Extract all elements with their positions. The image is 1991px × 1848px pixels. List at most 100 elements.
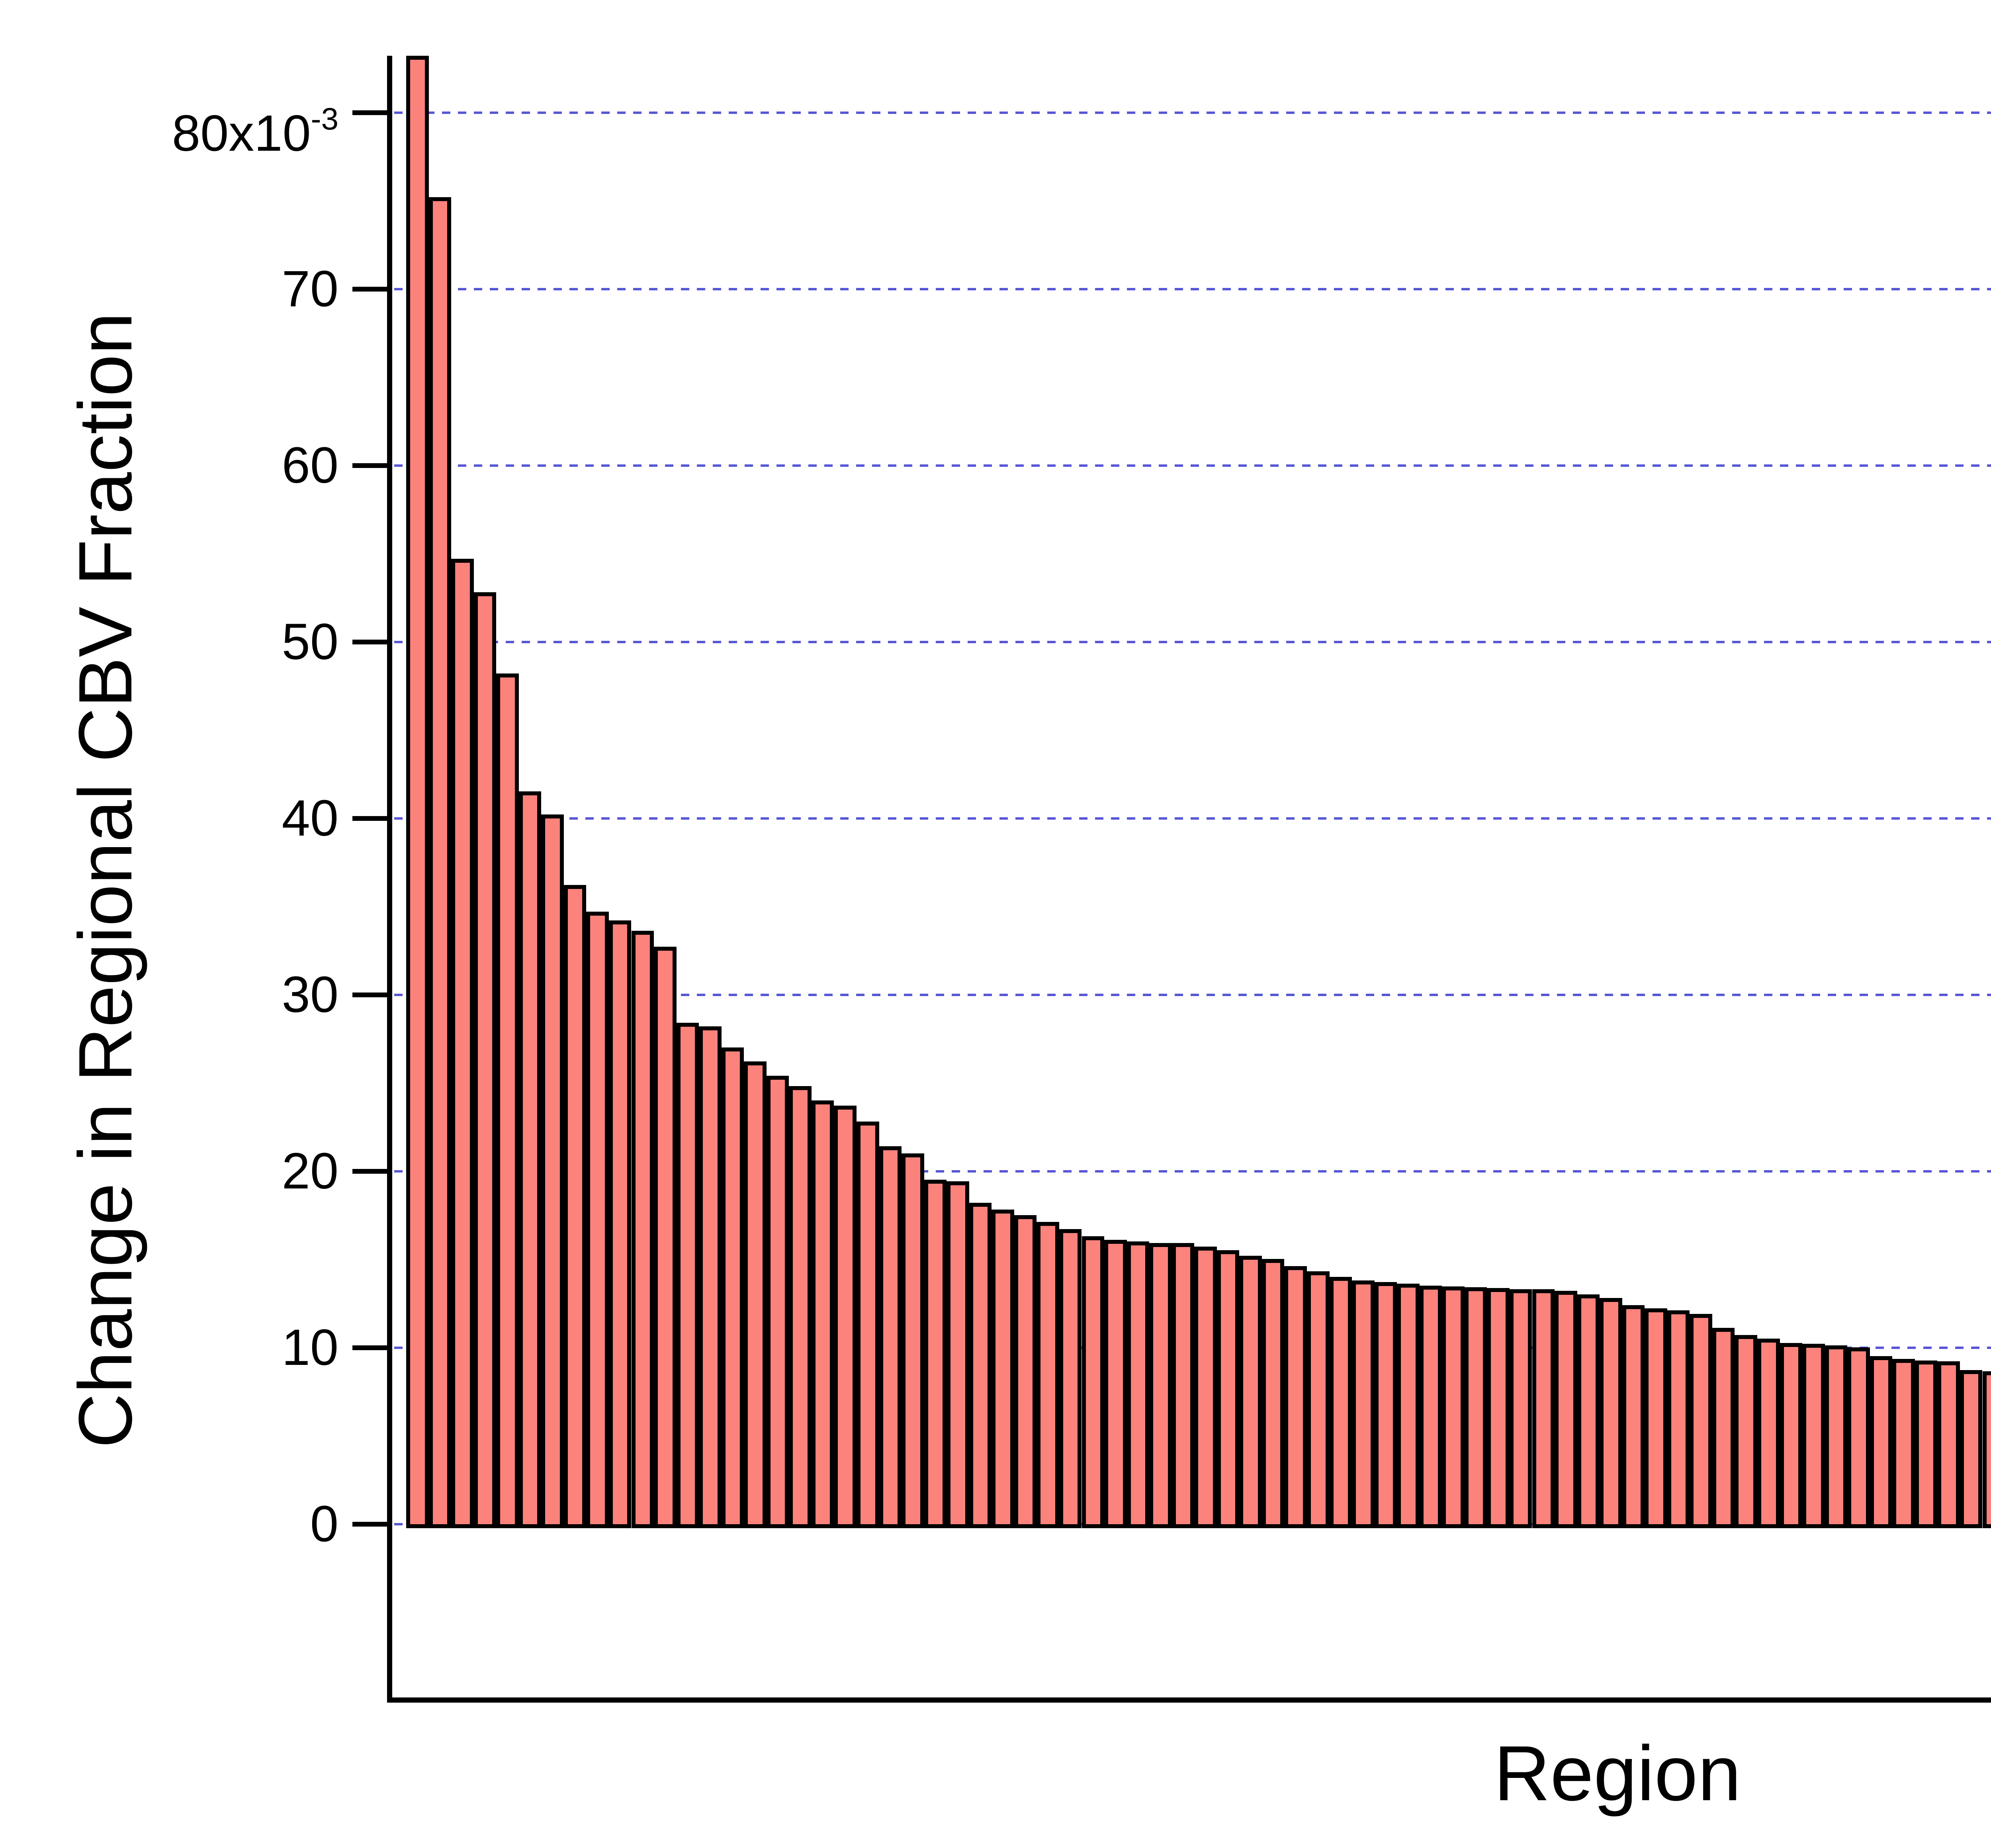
y-axis-line bbox=[387, 56, 392, 1702]
y-tick-50 bbox=[352, 640, 387, 644]
gridline-20 bbox=[394, 1170, 1991, 1173]
bar-positive-41 bbox=[1307, 1271, 1330, 1528]
bar-positive-17 bbox=[766, 1075, 789, 1528]
bar-positive-39 bbox=[1261, 1259, 1285, 1528]
y-tick-70 bbox=[352, 287, 387, 292]
bar-positive-53 bbox=[1577, 1294, 1600, 1528]
bar-positive-14 bbox=[699, 1026, 722, 1528]
y-tick-label-30: 30 bbox=[282, 966, 338, 1023]
bar-positive-35 bbox=[1172, 1243, 1195, 1528]
bar-positive-5 bbox=[496, 673, 519, 1528]
bar-positive-55 bbox=[1622, 1305, 1645, 1528]
y-tick-0 bbox=[352, 1522, 387, 1527]
bar-positive-26 bbox=[969, 1202, 992, 1528]
bar-positive-32 bbox=[1104, 1239, 1127, 1528]
bar-positive-60 bbox=[1735, 1335, 1757, 1528]
gridline-30 bbox=[394, 994, 1991, 996]
bar-positive-63 bbox=[1802, 1344, 1825, 1528]
bar-positive-30 bbox=[1059, 1229, 1082, 1528]
bar-positive-4 bbox=[473, 592, 497, 1528]
bar-positive-15 bbox=[721, 1047, 744, 1528]
bar-positive-10 bbox=[608, 920, 632, 1528]
bar-positive-59 bbox=[1712, 1328, 1735, 1528]
bar-positive-29 bbox=[1037, 1222, 1059, 1528]
bar-positive-61 bbox=[1757, 1338, 1780, 1528]
bar-positive-9 bbox=[586, 911, 609, 1528]
bar-positive-45 bbox=[1397, 1284, 1420, 1528]
bar-positive-36 bbox=[1194, 1247, 1217, 1528]
bar-positive-8 bbox=[563, 885, 587, 1528]
bar-positive-65 bbox=[1847, 1347, 1870, 1528]
gridline-40 bbox=[394, 817, 1991, 820]
bar-positive-3 bbox=[451, 558, 474, 1528]
bar-positive-34 bbox=[1149, 1243, 1172, 1528]
bar-positive-64 bbox=[1825, 1345, 1848, 1528]
bar-positive-69 bbox=[1937, 1361, 1960, 1528]
y-tick-label-50: 50 bbox=[282, 613, 338, 670]
bar-positive-13 bbox=[676, 1022, 699, 1528]
y-tick-10 bbox=[352, 1345, 387, 1350]
bar-positive-21 bbox=[857, 1121, 879, 1528]
bar-positive-16 bbox=[744, 1061, 767, 1528]
y-tick-label-40: 40 bbox=[282, 790, 338, 847]
bar-positive-54 bbox=[1600, 1298, 1622, 1528]
bar-positive-56 bbox=[1645, 1308, 1667, 1528]
y-tick-label-60: 60 bbox=[282, 437, 338, 494]
bar-positive-67 bbox=[1892, 1359, 1915, 1528]
bar-positive-50 bbox=[1509, 1289, 1532, 1528]
y-tick-label-80: 80x10-3 bbox=[172, 101, 338, 162]
y-tick-20 bbox=[352, 1169, 387, 1174]
y-tick-40 bbox=[352, 816, 387, 821]
y-tick-label-0: 0 bbox=[310, 1496, 338, 1552]
bar-positive-2 bbox=[428, 197, 452, 1528]
bar-positive-23 bbox=[902, 1153, 924, 1528]
bar-positive-7 bbox=[541, 814, 564, 1528]
bar-positive-37 bbox=[1217, 1250, 1240, 1528]
bar-positive-33 bbox=[1127, 1241, 1150, 1528]
bar-positive-12 bbox=[654, 947, 677, 1528]
bar-positive-18 bbox=[789, 1086, 812, 1528]
bar-positive-68 bbox=[1915, 1361, 1938, 1528]
bar-positive-19 bbox=[811, 1100, 834, 1528]
bar-positive-11 bbox=[631, 931, 654, 1528]
bar-positive-51 bbox=[1532, 1289, 1555, 1528]
x-axis-title: Region bbox=[1494, 1730, 1741, 1817]
y-axis-exponent: -3 bbox=[311, 101, 338, 136]
gridline-60 bbox=[394, 464, 1991, 467]
y-tick-label-70: 70 bbox=[282, 260, 338, 317]
bar-positive-1 bbox=[406, 56, 429, 1528]
bar-positive-28 bbox=[1014, 1215, 1037, 1528]
bar-positive-22 bbox=[879, 1146, 902, 1528]
bar-positive-20 bbox=[834, 1105, 857, 1528]
y-tick-80 bbox=[352, 110, 387, 115]
bar-positive-58 bbox=[1690, 1314, 1712, 1528]
bar-positive-71 bbox=[1982, 1371, 1991, 1528]
gridline-70 bbox=[394, 288, 1991, 290]
bar-positive-42 bbox=[1329, 1276, 1352, 1528]
bar-positive-44 bbox=[1374, 1282, 1397, 1528]
bar-positive-6 bbox=[518, 791, 542, 1528]
bar-positive-52 bbox=[1555, 1291, 1577, 1528]
bar-positive-27 bbox=[992, 1210, 1014, 1528]
bar-positive-66 bbox=[1870, 1356, 1893, 1528]
bar-positive-43 bbox=[1352, 1280, 1375, 1528]
gridline-80 bbox=[394, 112, 1991, 114]
x-axis-line bbox=[387, 1697, 1991, 1703]
bar-positive-62 bbox=[1780, 1343, 1803, 1528]
bar-positive-31 bbox=[1082, 1236, 1104, 1528]
bar-positive-38 bbox=[1239, 1255, 1262, 1528]
y-tick-30 bbox=[352, 993, 387, 997]
gridline-50 bbox=[394, 641, 1991, 643]
y-tick-60 bbox=[352, 463, 387, 468]
bar-positive-49 bbox=[1487, 1288, 1510, 1528]
bar-positive-46 bbox=[1419, 1285, 1442, 1528]
bar-positive-47 bbox=[1442, 1286, 1465, 1528]
y-tick-label-20: 20 bbox=[282, 1143, 338, 1200]
bar-positive-25 bbox=[947, 1181, 969, 1528]
y-tick-label-10: 10 bbox=[282, 1319, 338, 1376]
bar-positive-70 bbox=[1960, 1370, 1983, 1528]
bar-positive-57 bbox=[1667, 1310, 1690, 1528]
bar-positive-40 bbox=[1284, 1266, 1307, 1528]
bar-positive-24 bbox=[924, 1180, 947, 1528]
